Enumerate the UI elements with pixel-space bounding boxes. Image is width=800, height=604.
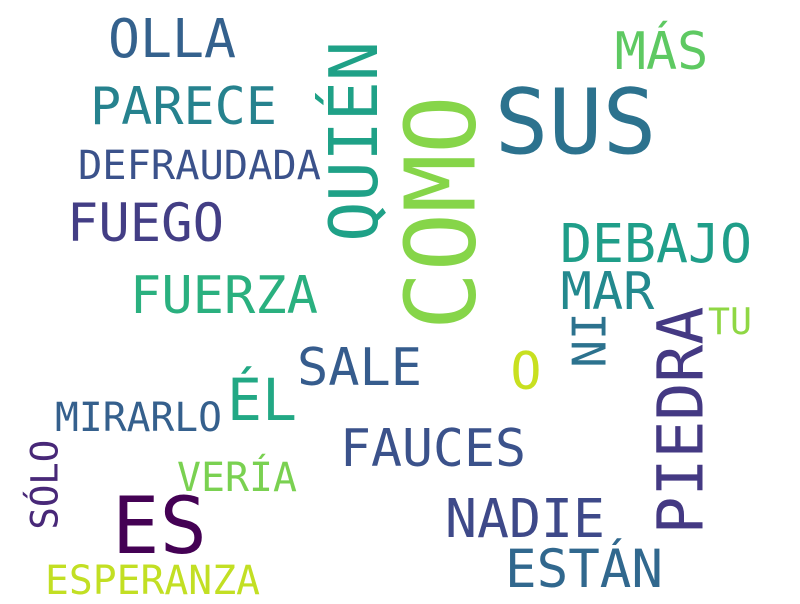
word-mar: MAR: [560, 261, 655, 322]
word-debajo: DEBAJO: [560, 213, 752, 276]
word-nadie: NADIE: [445, 488, 605, 551]
word-piedra: PIEDRA: [643, 306, 718, 535]
word-olla: OLLA: [108, 8, 236, 71]
word-ni: NI: [562, 311, 617, 368]
word-fauces: FAUCES: [340, 419, 526, 480]
word-sus: SUS: [494, 71, 657, 176]
word-fuerza: FUERZA: [130, 266, 318, 326]
word-mas: MÁS: [614, 21, 709, 82]
word-defraudada: DEFRAUDADA: [78, 142, 321, 190]
word-sale: SALE: [297, 338, 422, 398]
word-estan: ESTÁN: [505, 538, 663, 600]
word-mirarlo: MIRARLO: [55, 394, 222, 441]
word-esperanza: ESPERANZA: [45, 557, 260, 604]
word-o: O: [510, 341, 542, 402]
word-quien: QUIÉN: [314, 41, 393, 242]
word-parece: PARECE: [90, 77, 277, 138]
word-solo: SÓLO: [22, 439, 67, 530]
word-es: ES: [112, 480, 207, 573]
word-tu: TU: [708, 300, 752, 344]
word-veria: VERÍA: [177, 454, 297, 501]
word-fuego: FUEGO: [67, 193, 224, 254]
word-el: ÉL: [227, 365, 297, 434]
word-como: COMO: [384, 94, 499, 330]
